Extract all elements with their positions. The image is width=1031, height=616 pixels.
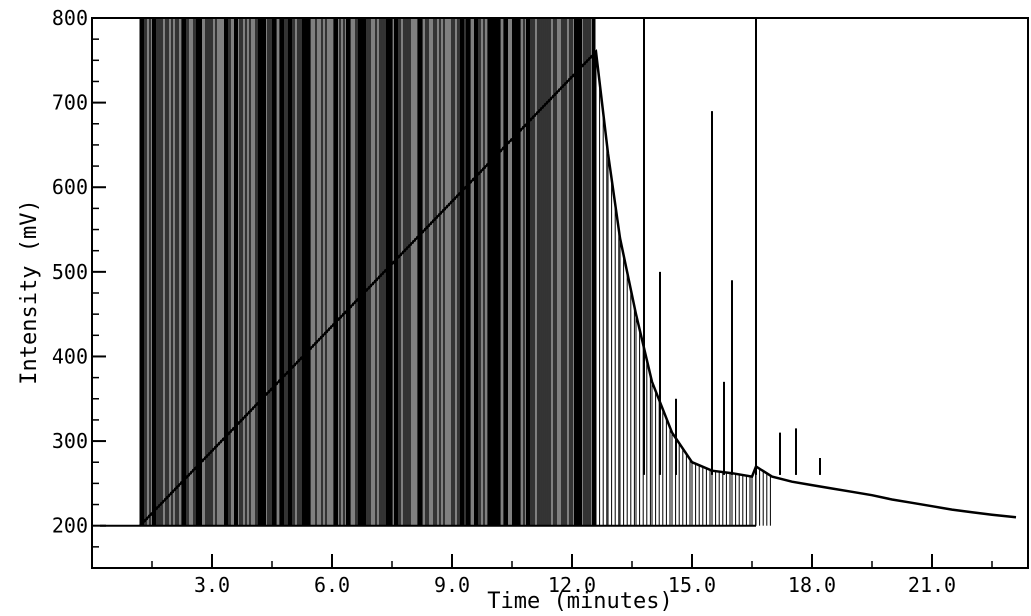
x-tick-label-6: 21.0	[908, 573, 956, 597]
y-tick-label-2: 400	[52, 344, 88, 368]
y-tick-label-6: 800	[52, 6, 88, 30]
y-tick-label-1: 300	[52, 429, 88, 453]
y-tick-label-0: 200	[52, 514, 88, 538]
x-tick-label-1: 6.0	[314, 573, 350, 597]
y-tick-label-3: 500	[52, 260, 88, 284]
x-tick-label-2: 9.0	[434, 573, 470, 597]
x-tick-label-3: 12.0	[548, 573, 596, 597]
x-tick-label-4: 15.0	[668, 573, 716, 597]
x-tick-label-0: 3.0	[194, 573, 230, 597]
y-tick-label-5: 700	[52, 91, 88, 115]
x-axis-title: Time (minutes)	[487, 589, 672, 614]
y-axis: 200 300 400 500 600 700 800	[52, 6, 106, 569]
y-tick-label-4: 600	[52, 175, 88, 199]
x-axis: 3.0 6.0 9.0 12.0 15.0 18.0 21.0	[151, 554, 993, 597]
x-tick-label-5: 18.0	[788, 573, 836, 597]
plot-area	[91, 17, 1029, 569]
y-axis-title: Intensity (mV)	[17, 199, 42, 384]
